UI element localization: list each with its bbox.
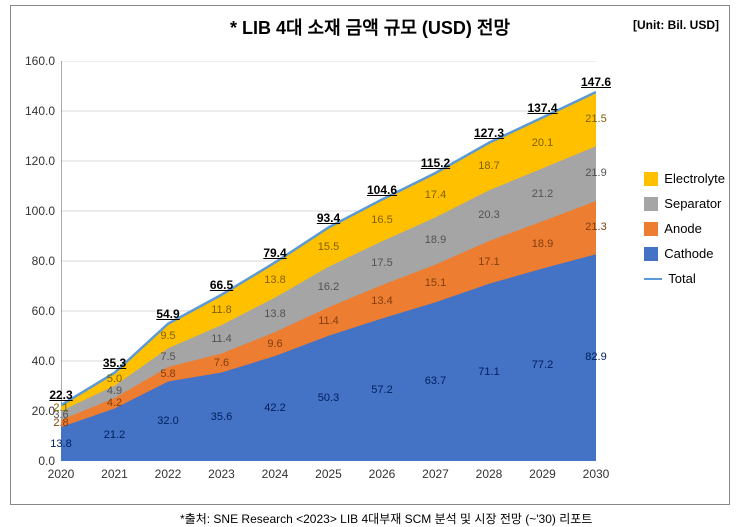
legend-item-electrolyte: Electrolyte — [644, 171, 725, 186]
y-axis-tick: 120.0 — [25, 154, 55, 168]
x-axis-tick: 2027 — [422, 467, 449, 481]
x-axis-tick: 2021 — [101, 467, 128, 481]
total-value-label: 115.2 — [421, 156, 450, 170]
legend-item-anode: Anode — [644, 221, 725, 236]
chart-title: * LIB 4대 소재 금액 규모 (USD) 전망 — [11, 14, 729, 40]
x-axis-tick: 2024 — [262, 467, 289, 481]
legend-swatch-icon — [644, 247, 658, 261]
x-axis-tick: 2025 — [315, 467, 342, 481]
legend-item-cathode: Cathode — [644, 246, 725, 261]
x-axis-tick: 2023 — [208, 467, 235, 481]
x-axis-tick: 2020 — [48, 467, 75, 481]
y-axis-tick: 80.0 — [32, 254, 55, 268]
legend-line-icon — [644, 278, 662, 280]
total-value-label: 79.4 — [263, 246, 286, 260]
plot-area: 0.020.040.060.080.0100.0120.0140.0160.02… — [61, 61, 596, 461]
legend-swatch-icon — [644, 197, 658, 211]
y-axis-tick: 160.0 — [25, 54, 55, 68]
legend-label: Cathode — [664, 246, 713, 261]
legend-item-total: Total — [644, 271, 725, 286]
legend-label: Total — [668, 271, 695, 286]
x-axis-tick: 2028 — [476, 467, 503, 481]
legend-label: Electrolyte — [664, 171, 725, 186]
y-axis-tick: 0.0 — [38, 454, 55, 468]
legend-label: Anode — [664, 221, 702, 236]
y-axis-tick: 140.0 — [25, 104, 55, 118]
total-value-label: 54.9 — [156, 307, 179, 321]
chart-container: * LIB 4대 소재 금액 규모 (USD) 전망 [Unit: Bil. U… — [10, 5, 730, 505]
total-value-label: 137.4 — [527, 101, 557, 115]
legend-label: Separator — [664, 196, 721, 211]
y-axis-tick: 40.0 — [32, 354, 55, 368]
y-axis-tick: 60.0 — [32, 304, 55, 318]
y-axis-tick: 100.0 — [25, 204, 55, 218]
legend-swatch-icon — [644, 172, 658, 186]
source-footnote: *출처: SNE Research <2023> LIB 4대부재 SCM 분석… — [180, 510, 592, 527]
x-axis-tick: 2022 — [155, 467, 182, 481]
total-value-label: 22.3 — [49, 388, 72, 402]
total-value-label: 104.6 — [367, 183, 397, 197]
legend-item-separator: Separator — [644, 196, 725, 211]
legend: Electrolyte Separator Anode Cathode Total — [644, 171, 725, 296]
x-axis-tick: 2029 — [529, 467, 556, 481]
total-value-label: 66.5 — [210, 278, 233, 292]
y-axis-tick: 20.0 — [32, 404, 55, 418]
total-value-label: 147.6 — [581, 75, 611, 89]
x-axis-tick: 2030 — [583, 467, 610, 481]
unit-label: [Unit: Bil. USD] — [633, 18, 719, 32]
x-axis-tick: 2026 — [369, 467, 396, 481]
legend-swatch-icon — [644, 222, 658, 236]
total-value-label: 93.4 — [317, 211, 340, 225]
total-value-label: 127.3 — [474, 126, 504, 140]
total-value-label: 35.3 — [103, 356, 126, 370]
